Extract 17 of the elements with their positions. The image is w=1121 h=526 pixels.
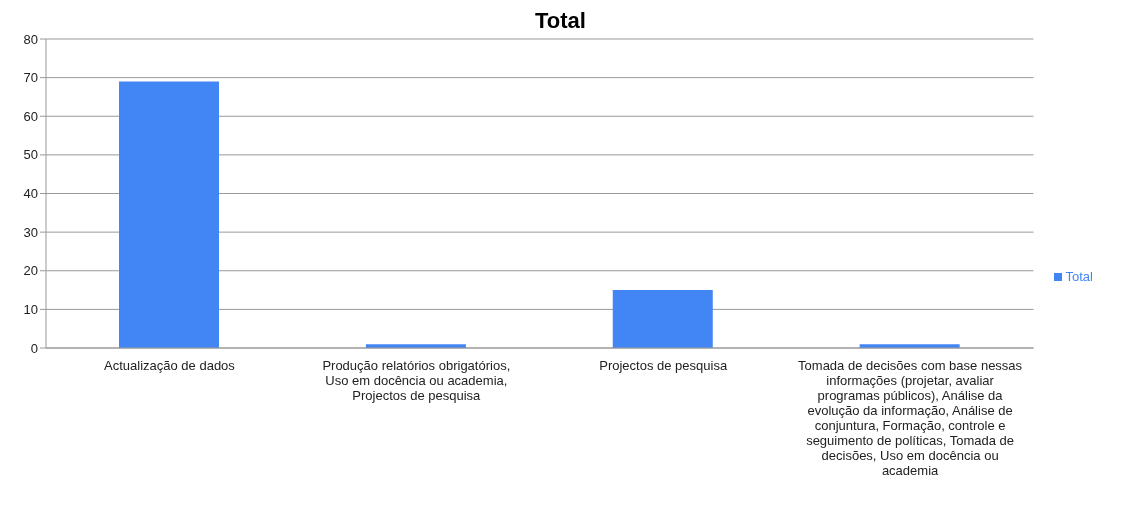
x-tick-label: Tomada de decisões com base nessas informações (projetar, avaliar programas públicos), Análise da evolução da informação, Análise de conjuntura, Formação, controle e seguimento de políticas, Tomada de decisões, Uso em docência ou academia bbox=[798, 358, 1023, 478]
x-tick-label: Produção relatórios obrigatórios, Uso em docência ou academia, Projectos de pesquisa bbox=[322, 358, 511, 403]
legend-label: Total bbox=[1065, 268, 1093, 284]
chart-title: Total bbox=[535, 8, 586, 33]
y-tick-label: 0 bbox=[30, 340, 38, 356]
y-tick-label: 20 bbox=[23, 263, 38, 279]
y-tick-label: 30 bbox=[23, 224, 38, 240]
y-tick-label: 50 bbox=[23, 147, 38, 163]
y-tick-label: 60 bbox=[23, 108, 38, 124]
x-tick-label: Projectos de pesquisa bbox=[599, 358, 728, 373]
y-tick-label: 40 bbox=[23, 186, 38, 202]
y-tick-label: 70 bbox=[23, 70, 38, 86]
bar bbox=[119, 81, 219, 348]
y-tick-label: 10 bbox=[23, 301, 38, 317]
y-tick-label: 80 bbox=[23, 31, 38, 47]
bar bbox=[612, 290, 713, 348]
x-tick-label: Actualização de dados bbox=[104, 358, 236, 373]
